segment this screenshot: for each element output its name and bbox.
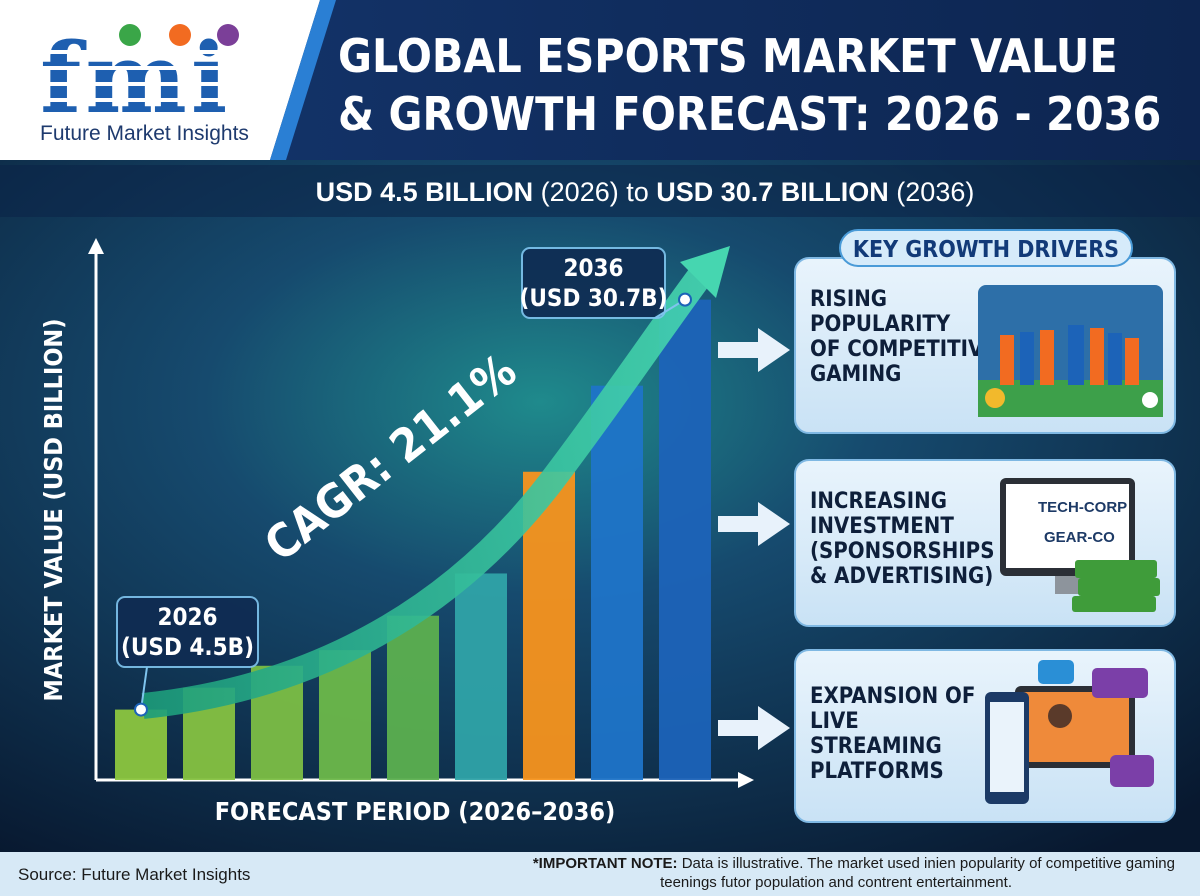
note: *IMPORTANT NOTE: Data is illustrative. T… xyxy=(533,855,1175,872)
callout-year: 2036 xyxy=(563,254,623,282)
driver-text: OF COMPETITIVE xyxy=(810,337,997,362)
y-axis-label: MARKET VALUE (USD BILLION) xyxy=(39,318,68,701)
callout-point xyxy=(678,292,692,307)
logo-stripes xyxy=(40,24,260,102)
driver-text: POPULARITY xyxy=(810,312,951,337)
driver-arrows xyxy=(718,328,790,750)
driver-text: (SPONSORSHIPS xyxy=(810,539,994,564)
driver-text: INVESTMENT xyxy=(810,514,954,539)
subtitle-part: USD 4.5 BILLION xyxy=(316,177,534,207)
driver-text: LIVE xyxy=(810,709,859,734)
drivers-header xyxy=(839,229,1133,267)
subtitle: USD 4.5 BILLION (2026) to USD 30.7 BILLI… xyxy=(316,177,975,207)
source: Source: Future Market Insights xyxy=(18,865,250,884)
note-text: Data is illustrative. The market used in… xyxy=(682,855,1175,872)
driver-text: & ADVERTISING) xyxy=(810,564,993,589)
team-icon xyxy=(978,285,1163,417)
subtitle-part: (2026) to xyxy=(533,177,656,207)
driver-text: EXPANSION OF xyxy=(810,684,975,709)
bar xyxy=(387,615,439,780)
callout-box xyxy=(521,247,666,319)
growth-arrow xyxy=(141,268,711,719)
callouts: 2026(USD 4.5B) 2036(USD 30.7B) xyxy=(116,247,692,717)
title-line: GLOBAL ESPORTS MARKET VALUE xyxy=(338,29,1118,83)
bar xyxy=(659,299,711,780)
drivers-title: KEY GROWTH DRIVERS xyxy=(853,237,1119,263)
driver-text: GAMING xyxy=(810,362,901,387)
bar xyxy=(455,573,507,780)
sponsor-name: TECH-CORP xyxy=(1038,499,1127,516)
driver-text: RISING xyxy=(810,287,887,312)
bar xyxy=(591,385,643,780)
callout-box xyxy=(116,596,259,668)
callout-point xyxy=(134,702,148,717)
note-text: teenings futor population and contrent e… xyxy=(660,874,1012,891)
callout-value: (USD 4.5B) xyxy=(121,633,254,661)
logo-area xyxy=(0,0,320,160)
driver-text: INCREASING xyxy=(810,489,947,514)
subtitle-band xyxy=(0,165,1200,217)
header-accent xyxy=(270,0,336,160)
streaming-icon xyxy=(985,660,1154,804)
sponsor-icon xyxy=(1000,478,1160,612)
driver-text: PLATFORMS xyxy=(810,759,944,784)
growth-arrow-head xyxy=(680,246,730,298)
bar xyxy=(115,709,167,780)
callout-value: (USD 30.7B) xyxy=(520,284,668,312)
title-line: & GROWTH FORECAST: 2026 - 2036 xyxy=(338,87,1161,141)
subtitle-part: (2036) xyxy=(889,177,975,207)
footer-band xyxy=(0,852,1200,896)
note-label: *IMPORTANT NOTE: xyxy=(533,855,678,872)
sponsor-name: GEAR-CO xyxy=(1044,529,1115,546)
callout-pointer xyxy=(140,666,148,710)
logo-brand: Future Market Insights xyxy=(40,122,249,145)
driver-text: STREAMING xyxy=(810,734,942,759)
subtitle-part: USD 30.7 BILLION xyxy=(656,177,889,207)
bars xyxy=(115,299,711,780)
x-axis-label: FORECAST PERIOD (2026–2036) xyxy=(215,797,616,826)
callout-year: 2026 xyxy=(157,603,217,631)
